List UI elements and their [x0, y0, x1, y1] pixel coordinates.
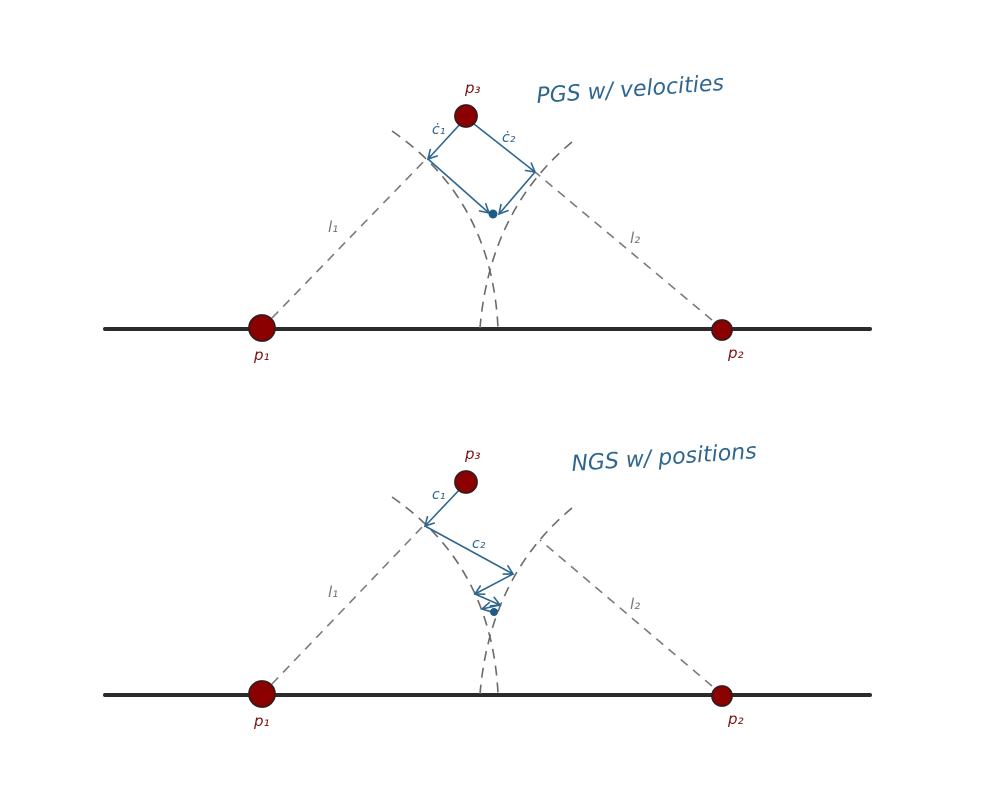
panel-ngs: NGS w/ positions p₁ p₂ p₃ l₁ l₂ c₁ c₂: [103, 439, 872, 730]
label-p3: p₃: [464, 79, 481, 97]
label-c1: c₁: [432, 487, 445, 503]
label-p2: p₂: [727, 344, 744, 362]
label-c1: ċ₁: [432, 122, 445, 138]
particle-p2: [711, 685, 733, 707]
particle-p3: [454, 104, 478, 128]
panel-title: PGS w/ velocities: [536, 71, 725, 109]
constraint-arc-right: [479, 507, 573, 695]
correction-c2-result-arrow: [497, 171, 536, 216]
constraint-arc-left: [391, 496, 499, 695]
label-l2: l₂: [630, 595, 640, 613]
correction-c2-arrow: [473, 123, 537, 174]
particle-p1: [248, 680, 276, 708]
correction-c1-arrow: [426, 121, 463, 161]
constraint-l1: [271, 154, 431, 319]
panel-title: NGS w/ positions: [571, 439, 758, 477]
label-l2: l₂: [630, 229, 640, 247]
correction-step-5-arrow: [480, 601, 501, 613]
constraint-l1: [271, 522, 427, 685]
constraint-arc-right: [479, 141, 573, 329]
label-p1: p₁: [253, 346, 270, 364]
label-l1: l₁: [328, 218, 338, 236]
constraint-l2: [534, 171, 713, 321]
correction-step-3-arrow: [473, 573, 514, 596]
particle-p2: [711, 319, 733, 341]
correction-c2-arrow: [424, 525, 515, 575]
label-p2: p₂: [727, 710, 744, 728]
label-p1: p₁: [253, 712, 270, 730]
correction-step-4-arrow: [474, 593, 502, 607]
correction-c1-result-arrow: [427, 158, 491, 215]
result-point: [488, 209, 498, 219]
particle-p3: [454, 470, 478, 494]
label-p3: p₃: [464, 445, 481, 463]
panel-pgs: PGS w/ velocities p₁ p₂ p₃ l₁ l₂ ċ₁ ċ₂: [103, 71, 872, 364]
label-c2: c₂: [472, 536, 486, 552]
constraint-arc-left: [391, 130, 499, 329]
correction-c1-arrow: [423, 486, 463, 528]
constraint-l2: [539, 539, 713, 687]
label-c2: ċ₂: [502, 130, 516, 146]
label-l1: l₁: [328, 583, 338, 601]
result-point: [490, 608, 498, 616]
particle-p1: [248, 314, 276, 342]
